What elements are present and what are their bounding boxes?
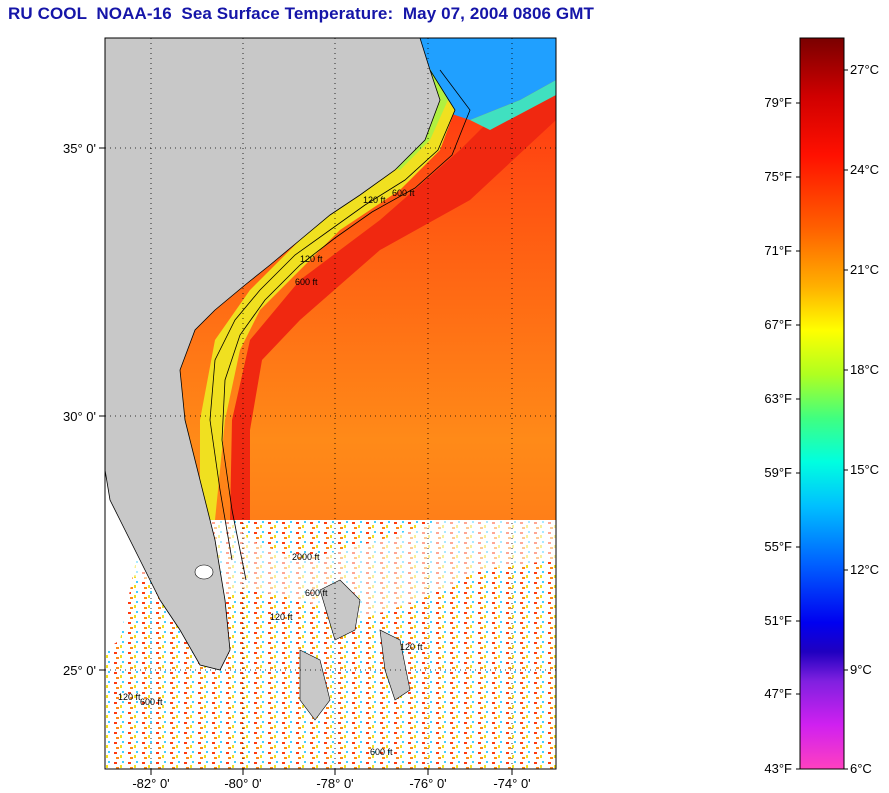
colorbar-c-label: 21°C: [850, 262, 880, 277]
colorbar-c-label: 9°C: [850, 662, 872, 677]
contour-label: 120 ft: [118, 692, 141, 702]
lat-label: 35° 0': [63, 141, 96, 156]
contour-label: 600 ft: [295, 277, 318, 287]
colorbar-c-label: 12°C: [850, 562, 880, 577]
map-plot-area: 120 ft 600 ft 120 ft 600 ft 2000 ft 600 …: [105, 38, 556, 769]
colorbar-f-label: 43°F: [764, 761, 792, 776]
bahamas-island: [319, 579, 361, 641]
colorbar-c-label: 6°C: [850, 761, 872, 776]
colorbar-f-label: 71°F: [764, 243, 792, 258]
colorbar-c-label: 18°C: [850, 362, 880, 377]
contour-label: 600 ft: [305, 588, 328, 598]
lon-label: -80° 0': [224, 776, 261, 791]
contour-label: 120 ft: [270, 612, 293, 622]
contour-label: 600 ft: [392, 188, 415, 198]
lon-label: -76° 0': [409, 776, 446, 791]
isobath-120ft: [209, 69, 456, 561]
colorbar-f-label: 79°F: [764, 95, 792, 110]
contour-label: 120 ft: [300, 254, 323, 264]
isobath-600ft: [221, 69, 471, 581]
colorbar-f-label: 63°F: [764, 391, 792, 406]
colorbar-c-label: 15°C: [850, 462, 880, 477]
graticule: [105, 38, 556, 769]
colorbar-f-label: 75°F: [764, 169, 792, 184]
colorbar-c-label: 27°C: [850, 62, 880, 77]
lat-label: 25° 0': [63, 663, 96, 678]
contour-label: 120 ft: [400, 642, 423, 652]
lon-label: -78° 0': [316, 776, 353, 791]
us-east-coast-land: [105, 38, 441, 671]
contour-label: 600 ft: [140, 697, 163, 707]
contour-label: 120 ft: [363, 195, 386, 205]
lon-label: -82° 0': [132, 776, 169, 791]
contour-label: 2000 ft: [292, 552, 320, 562]
colorbar-c-label: 24°C: [850, 162, 880, 177]
lake-okeechobee: [194, 564, 214, 580]
colorbar-f-label: 55°F: [764, 539, 792, 554]
colorbar-f-label: 47°F: [764, 686, 792, 701]
cold-water-north: [420, 38, 556, 120]
shelf-water: [200, 60, 455, 520]
colorbar-f-label: 51°F: [764, 613, 792, 628]
contour-label: 600 ft: [370, 747, 393, 757]
lat-label: 30° 0': [63, 409, 96, 424]
colorbar-f-label: 67°F: [764, 317, 792, 332]
colorbar-f-label: 59°F: [764, 465, 792, 480]
lon-label: -74° 0': [493, 776, 530, 791]
map-title: RU COOL NOAA-16 Sea Surface Temperature:…: [8, 4, 594, 23]
temperature-colorbar: [799, 37, 845, 770]
map-frame: [104, 37, 557, 770]
gulf-stream-core: [230, 60, 556, 520]
